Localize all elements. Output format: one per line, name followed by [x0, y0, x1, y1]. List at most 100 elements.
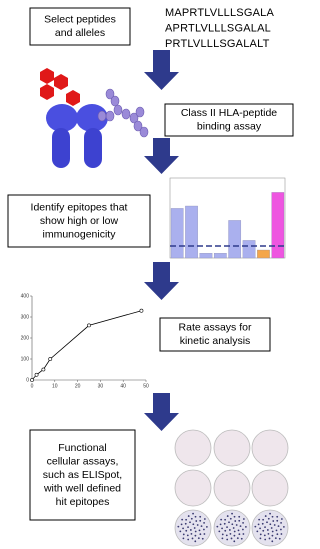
spot	[187, 526, 189, 529]
spot	[229, 532, 232, 535]
spot	[203, 518, 206, 520]
spot	[233, 530, 236, 533]
step-label: Select peptides	[44, 14, 116, 26]
spot	[203, 521, 205, 524]
spot	[197, 537, 200, 540]
spot	[187, 515, 190, 517]
bar	[242, 240, 256, 259]
step-label: immunogenicity	[43, 228, 117, 240]
peptide-icon	[40, 84, 54, 100]
domain	[76, 104, 108, 132]
step-label: Rate assays for	[179, 322, 252, 334]
step-box	[29, 7, 131, 46]
spot	[182, 527, 184, 530]
spot	[258, 518, 261, 521]
spot	[254, 525, 257, 528]
well	[213, 509, 251, 547]
step-label: Identify epitopes that	[31, 201, 128, 213]
x-tick-label: 30	[98, 383, 104, 389]
spot	[242, 521, 244, 524]
spot	[220, 518, 223, 521]
spot	[224, 518, 227, 521]
spot	[236, 537, 239, 540]
bar	[199, 253, 213, 259]
spot	[179, 530, 182, 533]
spot	[226, 526, 228, 529]
spot	[221, 527, 223, 530]
x-tick-label: 0	[31, 383, 34, 389]
spot	[228, 529, 231, 531]
spot	[192, 523, 195, 526]
kinetic-curve	[31, 310, 142, 381]
y-tick-label: 400	[21, 293, 30, 299]
arrow	[144, 262, 179, 300]
spot	[182, 537, 185, 540]
spot	[191, 537, 194, 540]
spot	[239, 525, 242, 528]
step-label: Functional	[58, 442, 106, 454]
step-label: with well defined	[43, 482, 121, 494]
spot	[235, 524, 238, 526]
spot	[267, 517, 270, 520]
spot	[189, 521, 191, 524]
spot	[189, 529, 192, 531]
data-point	[41, 367, 46, 372]
x-tick-label: 10	[52, 383, 58, 389]
data-point	[30, 378, 34, 382]
step-label: Class II HLA-peptide	[181, 107, 277, 119]
spot	[238, 533, 241, 536]
x-tick-label: 50	[143, 383, 149, 389]
spot	[238, 515, 241, 518]
spot	[202, 528, 205, 531]
spot	[185, 518, 188, 521]
well	[251, 469, 289, 507]
arrows	[144, 50, 179, 431]
step-label: show high or low	[40, 215, 119, 227]
step-label: and alleles	[55, 27, 105, 39]
step-label: cellular assays,	[47, 455, 119, 467]
spot	[261, 522, 264, 525]
spot	[223, 522, 226, 525]
spot	[244, 525, 247, 528]
well	[174, 469, 212, 507]
spot	[237, 529, 240, 532]
spot	[190, 517, 193, 520]
spot	[221, 533, 224, 536]
hla-molecule	[40, 68, 149, 168]
spot	[193, 527, 196, 529]
arrow	[144, 50, 179, 90]
spot	[203, 533, 206, 535]
spot	[199, 519, 202, 522]
spot	[276, 515, 279, 518]
spot	[278, 537, 281, 540]
spot	[238, 519, 241, 522]
spot	[194, 515, 197, 518]
spot	[226, 515, 229, 517]
spot	[229, 517, 232, 520]
spot	[271, 534, 274, 537]
spot	[200, 525, 203, 528]
step-label: such as ELISpot,	[43, 469, 122, 481]
spot	[231, 512, 233, 515]
bar	[170, 208, 184, 259]
spot	[234, 520, 237, 522]
peptide-sequence: MAPRTLVLLLSGALA	[165, 7, 274, 19]
step-box	[159, 317, 271, 352]
spot	[277, 525, 280, 528]
spot	[194, 534, 197, 537]
spot	[177, 525, 180, 528]
spot	[273, 524, 276, 526]
spot	[280, 521, 282, 524]
spot	[264, 515, 267, 517]
spot	[259, 537, 262, 540]
well	[251, 429, 289, 467]
spot	[224, 529, 227, 532]
spot	[241, 528, 244, 531]
spot	[192, 512, 194, 515]
spot	[264, 538, 267, 541]
spot	[242, 518, 245, 520]
spot	[186, 534, 189, 537]
spot	[266, 529, 269, 531]
spot	[226, 538, 229, 541]
